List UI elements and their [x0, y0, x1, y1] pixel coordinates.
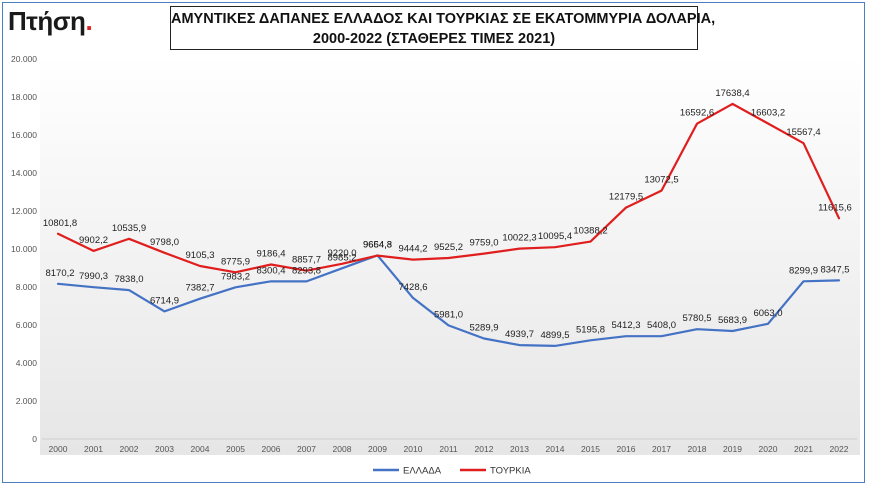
y-tick-label: 18.000 — [11, 92, 37, 102]
data-label: 6063,0 — [753, 308, 782, 319]
data-label: 10535,9 — [112, 223, 146, 234]
x-tick-label: 2006 — [262, 444, 281, 454]
data-label: 7990,3 — [79, 271, 108, 282]
data-label: 10388,2 — [573, 226, 607, 237]
y-tick-label: 4.000 — [16, 358, 38, 368]
series-line-greece — [56, 254, 841, 347]
data-label: 9186,4 — [256, 248, 285, 259]
x-tick-label: 2010 — [404, 444, 423, 454]
x-tick-label: 2005 — [226, 444, 245, 454]
y-tick-label: 16.000 — [11, 130, 37, 140]
data-label: 5195,8 — [576, 324, 605, 335]
data-label: 11615,6 — [818, 202, 852, 213]
data-label: 5289,9 — [469, 322, 498, 333]
data-label: 9444,2 — [398, 244, 427, 255]
data-label: 4939,7 — [505, 329, 534, 340]
x-tick-label: 2009 — [368, 444, 387, 454]
data-label: 4899,5 — [540, 330, 569, 341]
data-label: 7983,2 — [221, 271, 250, 282]
legend-label: ΤΟΥΡΚΙΑ — [490, 466, 531, 477]
y-tick-label: 2.000 — [16, 396, 38, 406]
x-tick-label: 2011 — [439, 444, 458, 454]
y-tick-label: 8.000 — [16, 282, 38, 292]
data-label: 9798,0 — [150, 237, 179, 248]
data-label: 8857,7 — [292, 255, 321, 266]
data-label: 7382,7 — [185, 283, 214, 294]
x-tick-label: 2017 — [652, 444, 671, 454]
x-tick-label: 2001 — [84, 444, 103, 454]
data-label: 9759,0 — [469, 238, 498, 249]
y-tick-label: 14.000 — [11, 168, 37, 178]
data-label: 8985,2 — [327, 252, 356, 263]
data-label: 10095,4 — [538, 231, 572, 242]
y-tick-label: 12.000 — [11, 206, 37, 216]
data-label: 6714,9 — [150, 295, 179, 306]
data-label: 16592,6 — [680, 108, 714, 119]
data-label: 17638,4 — [715, 88, 749, 99]
data-label: 8299,9 — [789, 265, 818, 276]
data-label: 10022,3 — [502, 233, 536, 244]
y-tick-label: 20.000 — [11, 54, 37, 64]
data-label: 8170,2 — [45, 268, 74, 279]
data-label: 5412,3 — [611, 320, 640, 331]
y-tick-label: 10.000 — [11, 244, 37, 254]
data-label: 12179,5 — [609, 192, 643, 203]
x-tick-label: 2012 — [475, 444, 494, 454]
y-tick-label: 6.000 — [16, 320, 38, 330]
x-tick-label: 2021 — [794, 444, 813, 454]
data-label: 15567,4 — [786, 127, 820, 138]
data-label: 8775,9 — [221, 256, 250, 267]
data-label: 9664,8 — [363, 239, 392, 250]
data-label: 7428,6 — [398, 282, 427, 293]
x-tick-label: 2019 — [723, 444, 742, 454]
data-label: 10801,8 — [43, 218, 77, 229]
chart-title-line-1: ΑΜΥΝΤΙΚΕΣ ΔΑΠΑΝΕΣ ΕΛΛΑΔΟΣ ΚΑΙ ΤΟΥΡΚΙΑΣ Σ… — [171, 11, 716, 27]
data-label: 5408,0 — [647, 320, 676, 331]
x-tick-label: 2003 — [155, 444, 174, 454]
x-tick-label: 2007 — [297, 444, 316, 454]
data-label: 7838,0 — [114, 274, 143, 285]
series-line-turkey — [56, 102, 841, 274]
chart-title-line-2: 2000-2022 (ΣΤΑΘΕΡΕΣ ΤΙΜΕΣ 2021) — [312, 31, 556, 47]
data-label: 8293,8 — [292, 265, 321, 276]
x-tick-label: 2013 — [510, 444, 529, 454]
x-tick-label: 2014 — [546, 444, 565, 454]
x-tick-label: 2002 — [120, 444, 139, 454]
data-label: 9902,2 — [79, 235, 108, 246]
x-tick-label: 2022 — [830, 444, 849, 454]
data-label: 9525,2 — [434, 242, 463, 253]
brand-logo: Πτήση. — [8, 6, 93, 36]
data-label: 8347,5 — [820, 264, 849, 275]
data-label: 9220,0 — [327, 248, 356, 259]
data-label: 5981,0 — [434, 309, 463, 320]
data-label: 8300,4 — [256, 265, 285, 276]
x-tick-label: 2018 — [688, 444, 707, 454]
plot-area — [40, 55, 860, 455]
x-tick-label: 2000 — [49, 444, 68, 454]
x-tick-label: 2004 — [191, 444, 210, 454]
data-label: 13072,5 — [644, 175, 678, 186]
data-label: 5780,5 — [682, 313, 711, 324]
data-label: 9105,3 — [185, 250, 214, 261]
x-tick-label: 2015 — [581, 444, 600, 454]
y-tick-label: 0 — [32, 434, 37, 444]
legend-label: ΕΛΛΑΔΑ — [403, 466, 442, 477]
data-label: 16603,2 — [751, 108, 785, 119]
data-label: 5683,9 — [718, 315, 747, 326]
x-tick-label: 2020 — [759, 444, 778, 454]
x-tick-label: 2016 — [617, 444, 636, 454]
data-label: 9654,3 — [363, 240, 392, 251]
chart-title: ΑΜΥΝΤΙΚΕΣ ΔΑΠΑΝΕΣ ΕΛΛΑΔΟΣ ΚΑΙ ΤΟΥΡΚΙΑΣ Σ… — [170, 6, 716, 50]
x-tick-label: 2008 — [333, 444, 352, 454]
